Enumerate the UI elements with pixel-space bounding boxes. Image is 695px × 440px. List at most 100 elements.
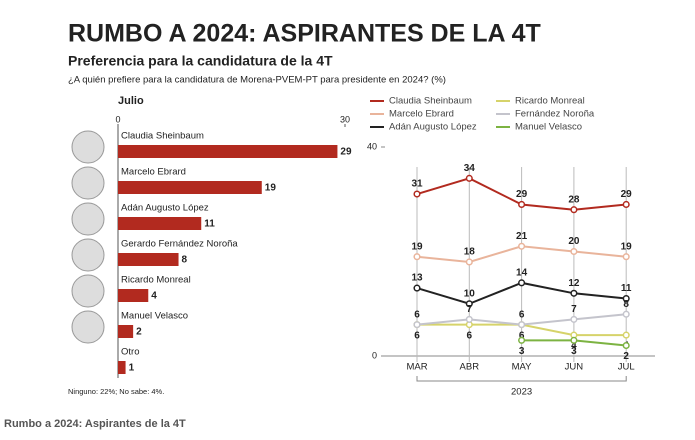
value-label: 6 (414, 330, 420, 341)
point (570, 289, 578, 297)
value-label: 29 (516, 189, 528, 200)
value-label: 8 (182, 255, 188, 266)
legend-label: Adán Augusto López (389, 122, 477, 133)
value-label: 7 (571, 304, 577, 315)
bar (118, 361, 126, 374)
value-label: 3 (519, 346, 525, 357)
point (465, 300, 473, 308)
point (518, 279, 526, 287)
point (413, 321, 421, 329)
legend-label: Manuel Velasco (515, 122, 582, 133)
point (518, 336, 526, 344)
value-label: 12 (568, 278, 580, 289)
category-label: Gerardo Fernández Noroña (121, 239, 238, 250)
value-label: 7 (467, 304, 473, 315)
point (570, 206, 578, 214)
x-tick-label: 0 (115, 114, 120, 124)
category-label: Marcelo Ebrard (121, 167, 186, 178)
x-tick-label: MAY (512, 362, 533, 373)
value-label: 13 (411, 273, 423, 284)
caption: Rumbo a 2024: Aspirantes de la 4T (4, 418, 186, 430)
category-label: Ricardo Monreal (121, 275, 191, 286)
x-tick-label: JUL (618, 362, 635, 373)
value-label: 2 (623, 351, 629, 362)
value-label: 20 (568, 236, 580, 247)
category-label: Claudia Sheinbaum (121, 131, 204, 142)
value-label: 34 (464, 163, 476, 174)
point (622, 253, 630, 261)
bar (118, 289, 149, 302)
photo (71, 202, 105, 236)
point (465, 174, 473, 182)
subtitle: Preferencia para la candidatura de la 4T (68, 53, 333, 69)
value-label: 6 (519, 309, 525, 320)
value-label: 19 (621, 241, 633, 252)
value-label: 10 (464, 288, 476, 299)
point (465, 315, 473, 323)
value-label: 8 (623, 299, 629, 310)
value-label: 11 (204, 219, 215, 230)
x-axis-label: 2023 (511, 387, 532, 398)
value-label: 6 (467, 330, 473, 341)
legend-label: Marcelo Ebrard (389, 109, 454, 120)
category-label: Otro (121, 347, 139, 358)
value-label: 28 (568, 194, 580, 205)
value-label: 29 (340, 147, 352, 158)
value-label: 31 (411, 179, 423, 190)
value-label: 4 (571, 341, 577, 352)
value-label: 3 (571, 346, 577, 357)
legend-label: Fernández Noroña (515, 109, 595, 120)
value-label: 29 (621, 189, 633, 200)
bar (118, 325, 134, 338)
point (622, 310, 630, 318)
photo (71, 274, 105, 308)
value-label: 19 (265, 183, 277, 194)
point (622, 200, 630, 209)
bar (118, 217, 202, 230)
point (413, 190, 421, 198)
bar (118, 181, 262, 194)
title: RUMBO A 2024: ASPIRANTES DE LA 4T (68, 20, 541, 48)
question: ¿A quién prefiere para la candidatura de… (68, 75, 446, 86)
bar (118, 145, 338, 158)
x-tick-label: JUN (565, 362, 584, 373)
point (570, 336, 578, 344)
point (570, 315, 578, 323)
bar (118, 253, 179, 266)
photo (71, 310, 105, 344)
legend-label: Ricardo Monreal (515, 96, 585, 107)
point (622, 331, 630, 339)
x-axis-bracket (416, 376, 627, 382)
value-label: 4 (151, 291, 157, 302)
point (622, 294, 630, 303)
value-label: 2 (136, 327, 142, 338)
point (518, 242, 526, 250)
bar-chart-title: Julio (118, 95, 144, 107)
point (413, 284, 421, 292)
point (465, 258, 473, 266)
x-tick-label: ABR (460, 362, 480, 373)
y-tick-label: 0 (372, 350, 377, 360)
note: Ninguno: 22%; No sabe: 4%. (68, 387, 164, 396)
point (518, 321, 526, 329)
value-label: 6 (519, 330, 525, 341)
legend-label: Claudia Sheinbaum (389, 96, 472, 107)
point (622, 342, 630, 350)
point (570, 247, 578, 256)
category-label: Manuel Velasco (121, 311, 188, 322)
value-label: 18 (464, 247, 476, 258)
x-tick-label: MAR (406, 362, 427, 373)
y-tick-label: 40 (367, 141, 377, 151)
x-tick-label: 30 (340, 114, 350, 124)
value-label: 19 (411, 241, 423, 252)
value-label: 6 (414, 309, 420, 320)
point (413, 253, 421, 261)
photo (71, 166, 105, 200)
photos (71, 130, 105, 344)
value-label: 14 (516, 267, 528, 278)
value-label: 1 (129, 363, 135, 374)
category-label: Adán Augusto López (121, 203, 209, 214)
point (518, 200, 526, 209)
value-label: 11 (621, 283, 632, 294)
